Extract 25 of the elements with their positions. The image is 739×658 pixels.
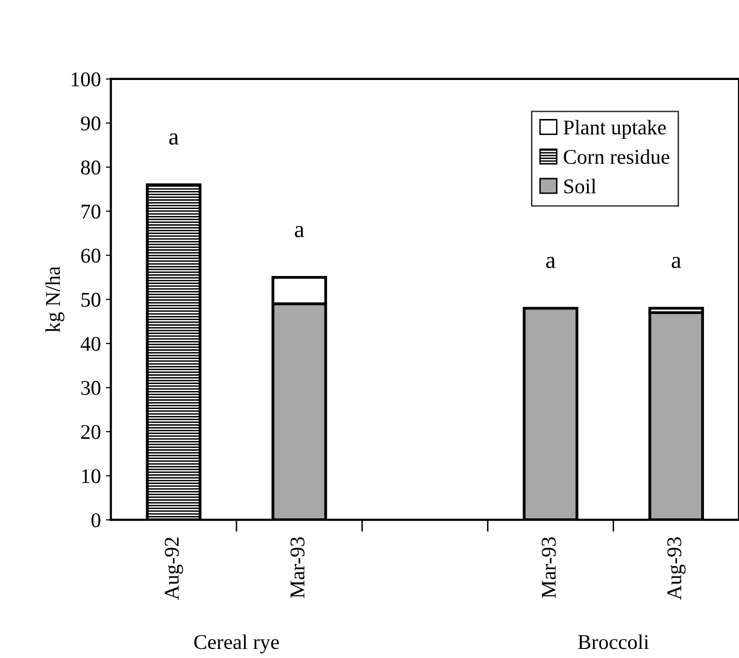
annotation: a [672,256,682,268]
y-axis-title: kg N/ha [45,266,64,332]
legend-label: Corn residue [564,149,670,164]
y-tick-label: 30 [81,380,100,395]
legend-label: Plant uptake [564,120,666,139]
y-tick-label: 90 [80,116,100,130]
y-tick-label: 80 [81,160,100,175]
annotation: a [169,133,179,145]
y-tick-label: 70 [82,204,100,219]
y-tick-label: 20 [81,425,100,440]
legend-label: Soil [564,178,596,194]
y-tick-label: 50 [82,292,100,307]
y-tick-label: 60 [81,248,100,263]
y-tick-label: 10 [82,469,100,484]
y-tick-label: 100 [72,72,100,86]
y-tick-label: 0 [92,513,100,528]
y-tick-label: 40 [80,336,100,351]
text: Cereal rye [194,634,279,654]
x-tick-label: Aug-93 [667,537,686,600]
text: Broccoli [578,634,649,650]
x-tick-label: Mar-93 [290,537,305,598]
annotation: a [294,226,304,238]
annotation: a [546,256,556,268]
x-tick-label: Aug-92 [164,538,184,600]
x-tick-label: Mar-93 [542,537,556,598]
